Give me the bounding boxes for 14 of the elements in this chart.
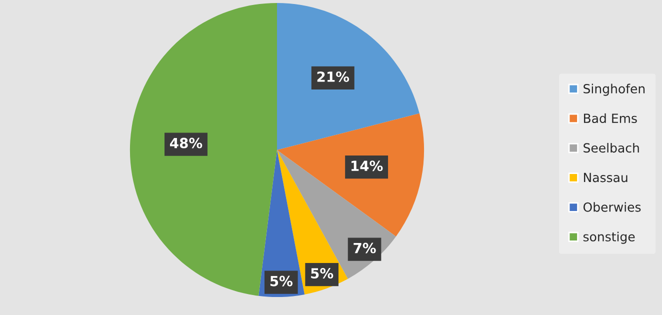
legend-label: sonstige bbox=[583, 232, 635, 244]
legend-label: Bad Ems bbox=[584, 113, 637, 124]
data-label: 5% bbox=[270, 276, 293, 286]
data-label: 48% bbox=[170, 138, 202, 148]
legend-label: Nassau bbox=[584, 172, 628, 182]
legend-label: Seelbach bbox=[584, 142, 639, 153]
data-label: 21% bbox=[317, 71, 350, 82]
legend-label: Singhofen bbox=[584, 84, 645, 96]
data-label: 7% bbox=[354, 242, 376, 254]
data-label: 14% bbox=[352, 160, 383, 172]
legend-label: Oberwies bbox=[583, 202, 641, 212]
pie-slice bbox=[277, 2, 420, 150]
pie-slice bbox=[277, 113, 424, 236]
data-label: 5% bbox=[311, 268, 334, 279]
